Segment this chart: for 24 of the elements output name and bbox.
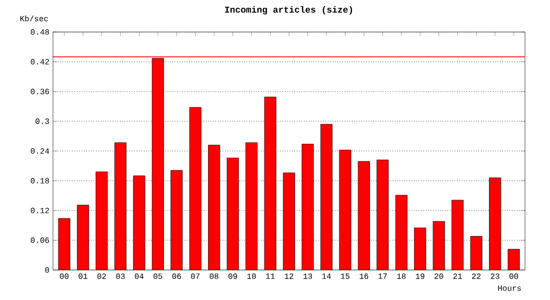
bar — [376, 160, 389, 270]
bar — [264, 96, 276, 270]
bar — [283, 172, 296, 270]
bar — [320, 124, 332, 270]
bar — [246, 142, 258, 270]
bar — [226, 158, 239, 270]
bar — [76, 204, 89, 270]
bar — [489, 178, 502, 270]
bar — [114, 142, 126, 270]
bar — [208, 144, 220, 270]
bar — [133, 176, 146, 270]
bar — [302, 144, 314, 270]
bar — [96, 172, 108, 270]
bar — [358, 161, 370, 270]
bar — [339, 150, 352, 270]
bar — [432, 221, 445, 270]
bar — [452, 200, 464, 270]
bar — [395, 194, 408, 270]
bar — [189, 107, 202, 270]
chart-title: Incoming articles (size) — [225, 6, 352, 15]
bar — [508, 248, 520, 270]
bar — [414, 228, 426, 270]
bar — [470, 236, 482, 270]
bar — [170, 170, 183, 270]
